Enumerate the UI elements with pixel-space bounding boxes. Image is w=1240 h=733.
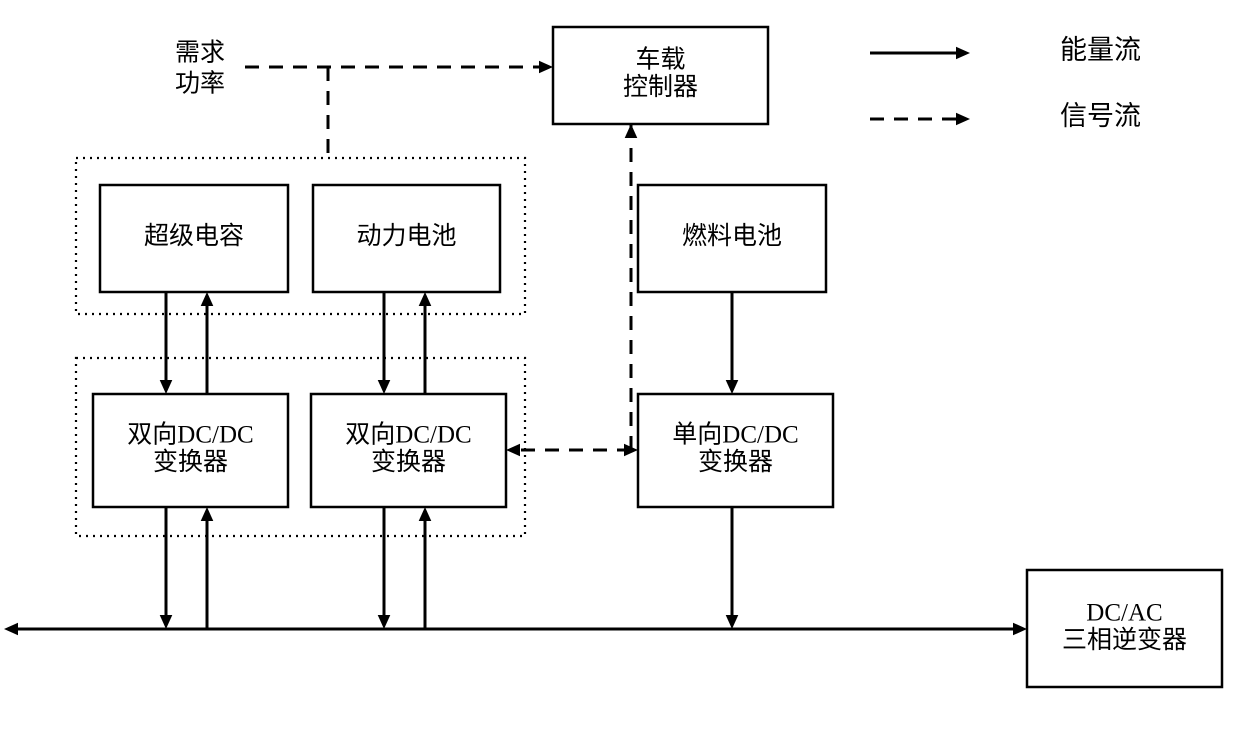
svg-text:动力电池: 动力电池 [356,222,456,250]
svg-text:变换器: 变换器 [371,448,446,476]
svg-text:双向DC/DC: 双向DC/DC [345,420,471,448]
svg-text:变换器: 变换器 [698,448,773,476]
svg-text:三相逆变器: 三相逆变器 [1062,626,1187,654]
svg-text:功率: 功率 [175,70,225,98]
svg-text:能量流: 能量流 [1060,35,1141,65]
svg-text:单向DC/DC: 单向DC/DC [672,420,798,448]
svg-text:DC/AC: DC/AC [1086,599,1162,626]
svg-text:变换器: 变换器 [153,448,228,476]
svg-text:车载: 车载 [635,45,685,73]
svg-text:双向DC/DC: 双向DC/DC [127,420,253,448]
svg-text:超级电容: 超级电容 [144,222,244,250]
svg-text:控制器: 控制器 [623,73,698,101]
svg-text:需求: 需求 [175,39,225,67]
svg-text:燃料电池: 燃料电池 [682,222,782,250]
svg-text:信号流: 信号流 [1060,101,1141,131]
